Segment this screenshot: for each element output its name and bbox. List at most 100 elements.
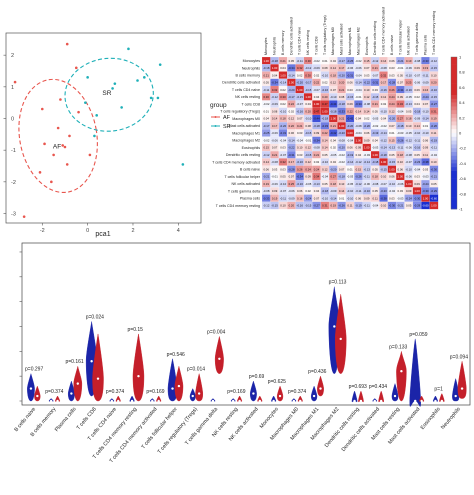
heatmap-cell-value: 0.10 — [431, 160, 437, 164]
heatmap-cell-value: 0.05 — [414, 153, 420, 157]
heatmap-cell-value: -0.06 — [271, 182, 278, 186]
heatmap-cell-value: -0.06 — [397, 182, 404, 186]
heatmap-cell-value: -0.11 — [364, 175, 371, 179]
pca-point-sr — [156, 96, 160, 100]
pca-point-af — [61, 144, 64, 147]
heatmap-cell-value: -0.08 — [405, 153, 412, 157]
heatmap-cell-value: -0.03 — [372, 146, 379, 150]
heatmap-cell-value: 0.02 — [414, 95, 420, 99]
heatmap-cell-value: -0.08 — [355, 124, 362, 128]
heatmap-row-label-t-cells-cd8: T cells CD8 — [241, 102, 260, 106]
heatmap-cell-value: -0.20 — [288, 88, 295, 92]
colorbar-segment — [451, 190, 457, 195]
violin-af-b-cells-naive-median — [36, 394, 39, 398]
heatmap-row-label-t-cells-cd4-naive: T cells CD4 naive — [232, 88, 260, 92]
heatmap-cell-value: 0.17 — [381, 81, 387, 85]
heatmap-cell-value: 0.24 — [389, 102, 395, 106]
heatmap-cell-value: 0.05 — [372, 167, 378, 171]
heatmap-cell-value: 0.03 — [347, 88, 353, 92]
heatmap-cell-value: 0.04 — [272, 73, 278, 77]
legend-sr-label: SR — [223, 124, 231, 130]
heatmap-cell-value: -0.14 — [330, 196, 337, 200]
pca-x-axis-label: pca1 — [95, 231, 110, 238]
heatmap-cell-value: -0.03 — [347, 175, 354, 179]
violin-sr-macrophages-m1 — [311, 385, 318, 402]
heatmap-cell-value: 0.30 — [305, 59, 311, 63]
heatmap-cell-value: 1.00 — [339, 124, 345, 128]
violin-af-t-cells-cd4-memory-resting-median — [137, 374, 140, 378]
heatmap-cell-value: -0.08 — [271, 160, 278, 164]
heatmap-cell-value: 0.20 — [305, 109, 311, 113]
violin-af-t-cells-gamma-delta — [214, 336, 224, 374]
heatmap-cell-value: -0.25 — [347, 59, 354, 63]
heatmap-cell-value: -0.12 — [372, 59, 379, 63]
heatmap-cell-value: 0.02 — [331, 146, 337, 150]
heatmap-cell-value: 0.17 — [339, 66, 345, 70]
heatmap-cell-value: 0.07 — [272, 146, 278, 150]
heatmap-cell-value: 0.14 — [364, 109, 370, 113]
heatmap-cell-value: 0.22 — [289, 102, 295, 106]
heatmap-cell-value: -0.18 — [380, 153, 387, 157]
heatmap-cell-value: 0.06 — [364, 131, 370, 135]
heatmap-cell-value: -0.04 — [347, 138, 354, 142]
colorbar-segment — [451, 79, 457, 84]
heatmap-cell-value: 0.02 — [314, 73, 320, 77]
colorbar-segment — [451, 167, 457, 172]
heatmap-col-label-t-cells-cd4-memory-activated: T cells CD4 memory activated — [382, 7, 386, 55]
heatmap-cell-value: -0.04 — [389, 189, 396, 193]
violin-af-macrophages-m1-median — [319, 387, 322, 390]
pca-ellipse-af — [18, 78, 98, 193]
heatmap-cell-value: 0.10 — [381, 204, 387, 208]
heatmap-cell-value: 0.10 — [398, 160, 404, 164]
heatmap-cell-value: -0.25 — [263, 131, 270, 135]
heatmap-cell-value: 0.03 — [389, 196, 395, 200]
heatmap-row-label-neutrophils: Neutrophils — [242, 66, 260, 70]
heatmap-cell-value: -0.05 — [405, 95, 412, 99]
heatmap-cell-value: 0.30 — [263, 95, 269, 99]
heatmap-cell-value: 0.06 — [356, 196, 362, 200]
colorbar-segment — [451, 98, 457, 103]
heatmap-col-label-dendritic-cells-resting: Dendritic cells resting — [373, 21, 377, 55]
heatmap-cell-value: -0.17 — [263, 124, 270, 128]
heatmap-cell-value: 0.10 — [280, 204, 286, 208]
heatmap-cell-value: 0.02 — [322, 81, 328, 85]
colorbar-segment — [451, 178, 457, 183]
heatmap-cell-value: 0.09 — [305, 175, 311, 179]
heatmap-cell-value: -0.15 — [297, 95, 304, 99]
heatmap-cell-value: 0.07 — [389, 124, 395, 128]
heatmap-cell-value: 0.21 — [372, 66, 378, 70]
heatmap-col-label-t-cells-cd4-memory-resting: T cells CD4 memory resting — [432, 11, 436, 55]
heatmap-cell-value: -0.20 — [297, 81, 304, 85]
heatmap-cell-value: -0.11 — [397, 146, 404, 150]
heatmap-cell-value: -0.20 — [338, 131, 345, 135]
heatmap-cell — [429, 201, 439, 210]
violin-sr-b-cells-naive — [27, 372, 35, 402]
heatmap-cell-value: 0.05 — [322, 182, 328, 186]
violin-af-t-cells-regulatory-tregs — [195, 372, 203, 402]
heatmap-cell-value: 0.20 — [431, 81, 437, 85]
heatmap-cell-value: -0.29 — [414, 204, 421, 208]
colorbar-segment — [451, 68, 457, 73]
heatmap-cell-value: -0.01 — [397, 66, 404, 70]
violin-sr-t-cells-cd4-memory-activated-median — [151, 399, 154, 403]
heatmap-cell-value: 0.15 — [263, 146, 269, 150]
colorbar-segment — [451, 76, 457, 81]
heatmap-row-label-dendritic-cells-activated: Dendritic cells activated — [222, 81, 260, 85]
heatmap-cell-value: 0.04 — [372, 138, 378, 142]
heatmap-cell-value: -0.15 — [305, 131, 312, 135]
heatmap-col-label-mast-cells-activated: Mast cells activated — [340, 24, 344, 55]
heatmap-cell-value: -0.07 — [280, 189, 287, 193]
violin-af-mast-cells-resting — [396, 351, 407, 402]
heatmap-cell-value: 1.00 — [372, 153, 378, 157]
heatmap-cell-value: 0.21 — [272, 153, 278, 157]
p-value-macrophages-m0: p=0.374 — [288, 389, 306, 395]
colorbar-tick-label: -0.2 — [459, 146, 467, 151]
violin-af-neutrophils — [457, 361, 467, 399]
heatmap-cell-value: 0.18 — [372, 175, 378, 179]
violin-af-t-cells-cd4-memory-activated-median — [157, 399, 160, 403]
heatmap-cell-value: -0.15 — [380, 167, 387, 171]
colorbar-tick-label: 1 — [459, 55, 462, 60]
heatmap-cell-value: -0.04 — [397, 109, 404, 113]
p-value-t-cells-cd4-naive: p=0.374 — [106, 389, 124, 395]
heatmap-cell-value: 0.09 — [356, 146, 362, 150]
